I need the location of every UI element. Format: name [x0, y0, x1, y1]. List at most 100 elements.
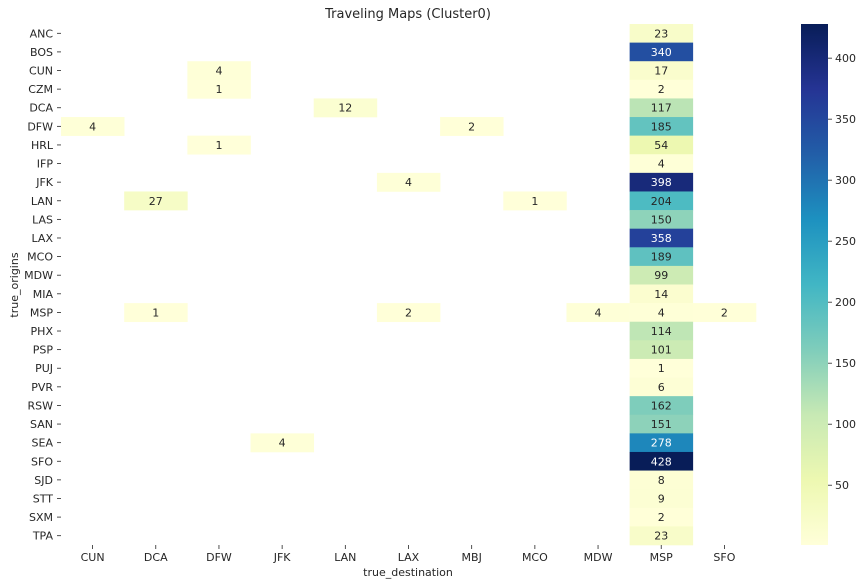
y-tick-label: RSW [27, 399, 53, 412]
heatmap-cell [124, 191, 188, 211]
cell-value-label: 340 [651, 46, 672, 59]
heatmap-cell [440, 117, 504, 136]
heatmap-cell [61, 117, 125, 136]
x-tick-label: MCO [522, 551, 548, 564]
heatmap-cell [629, 265, 694, 285]
cell-value-label: 6 [658, 381, 665, 394]
heatmap-cell [566, 303, 630, 323]
x-tick-label: MDW [584, 551, 613, 564]
heatmap-cell [629, 489, 694, 509]
cell-value-label: 150 [651, 213, 672, 226]
heatmap-cell [629, 377, 694, 397]
heatmap-cell [313, 98, 378, 118]
cell-value-label: 204 [651, 195, 672, 208]
x-axis-ticks: CUN DCA DFW JFK LAN LAX MBJ MCO MDW MSP SFO [81, 545, 736, 564]
y-tick-label: IFP [37, 158, 54, 171]
cell-value-label: 189 [651, 251, 672, 264]
y-tick-label: TPA [32, 530, 54, 543]
heatmap-cell [629, 61, 694, 81]
heatmap-cell [629, 396, 694, 416]
heatmap-cell [250, 433, 315, 453]
heatmap-cell [629, 284, 694, 304]
y-tick-label: CUN [29, 65, 53, 78]
y-tick-label: LAX [32, 232, 54, 245]
cell-value-label: 162 [651, 399, 672, 412]
cell-value-label: 2 [658, 83, 665, 96]
cell-value-label: 1 [215, 83, 222, 96]
cell-value-label: 54 [654, 139, 668, 152]
cell-value-label: 2 [658, 511, 665, 524]
y-tick-label: ANC [30, 27, 54, 40]
heatmap-cell [187, 79, 251, 99]
y-tick-label: SEA [32, 437, 54, 450]
heatmap-cell [629, 358, 694, 378]
cell-value-label: 12 [338, 102, 352, 115]
heatmap-cell [629, 117, 694, 136]
heatmap-cell [629, 433, 694, 453]
cell-value-label: 17 [654, 65, 668, 78]
y-tick-label: SJD [34, 474, 53, 487]
cell-value-label: 398 [651, 176, 672, 189]
cell-value-label: 99 [654, 269, 668, 282]
cell-value-label: 2 [468, 120, 475, 133]
heatmap-cell [629, 247, 694, 267]
x-axis-label: true_destination [363, 566, 453, 579]
cell-value-label: 358 [651, 232, 672, 245]
x-tick-label: LAN [334, 551, 356, 564]
colorbar-tick-label: 300 [835, 174, 856, 187]
colorbar-tick-label: 50 [835, 479, 849, 492]
heatmap-cell [629, 191, 694, 211]
x-tick-label: CUN [81, 551, 105, 564]
y-tick-label: PVR [31, 381, 53, 394]
y-tick-label: BOS [30, 46, 53, 59]
colorbar-tick-label: 400 [835, 52, 856, 65]
cell-value-label: 1 [215, 139, 222, 152]
cell-value-label: 101 [651, 344, 672, 357]
heatmap-cell [629, 340, 694, 360]
heatmap-cell [124, 303, 188, 323]
heatmap-cell [629, 79, 694, 99]
y-tick-label: SFO [31, 455, 53, 468]
y-tick-label: LAS [32, 213, 53, 226]
heatmap-cell [376, 172, 441, 192]
cell-value-label: 8 [658, 474, 665, 487]
heatmap-cell [629, 172, 694, 192]
y-tick-label: LAN [31, 195, 53, 208]
x-tick-label: DCA [144, 551, 168, 564]
y-tick-label: MIA [33, 288, 54, 301]
y-axis-label: true_origins [8, 252, 21, 317]
heatmap-cell [629, 228, 694, 248]
heatmap-cell [629, 98, 694, 118]
cell-value-label: 1 [531, 195, 538, 208]
y-tick-label: DCA [29, 102, 53, 115]
cell-value-label: 4 [658, 306, 665, 319]
cell-value-label: 278 [651, 437, 672, 450]
y-axis-ticks: ANC BOS CUN CZM DCA DFW HRL IFP JFK LAN LAS LAX MCO M… [24, 27, 61, 543]
heatmap-cell [629, 210, 694, 229]
cell-value-label: 2 [721, 306, 728, 319]
y-tick-label: JFK [35, 176, 54, 189]
y-tick-label: PSP [33, 344, 54, 357]
cell-value-label: 23 [654, 27, 668, 40]
heatmap-cell [629, 451, 694, 471]
heatmap-cell [629, 526, 694, 546]
y-tick-label: DFW [27, 120, 53, 133]
y-tick-label: CZM [28, 83, 53, 96]
colorbar: 50 100 150 200 250 300 350 400 [801, 24, 856, 545]
heatmap-cell [692, 303, 757, 323]
y-tick-label: SXM [29, 511, 53, 524]
cell-value-label: 117 [651, 102, 672, 115]
heatmap-cell [629, 154, 694, 174]
cell-value-label: 151 [651, 418, 672, 431]
y-tick-label: HRL [31, 139, 54, 152]
y-tick-label: SAN [30, 418, 53, 431]
cell-value-label: 23 [654, 530, 668, 543]
x-tick-label: LAX [398, 551, 420, 564]
heatmap-cell [503, 191, 567, 211]
heatmap-cell [629, 321, 694, 341]
y-tick-label: MCO [27, 251, 53, 264]
cell-value-label: 14 [654, 288, 668, 301]
heatmap-cell [629, 414, 694, 434]
